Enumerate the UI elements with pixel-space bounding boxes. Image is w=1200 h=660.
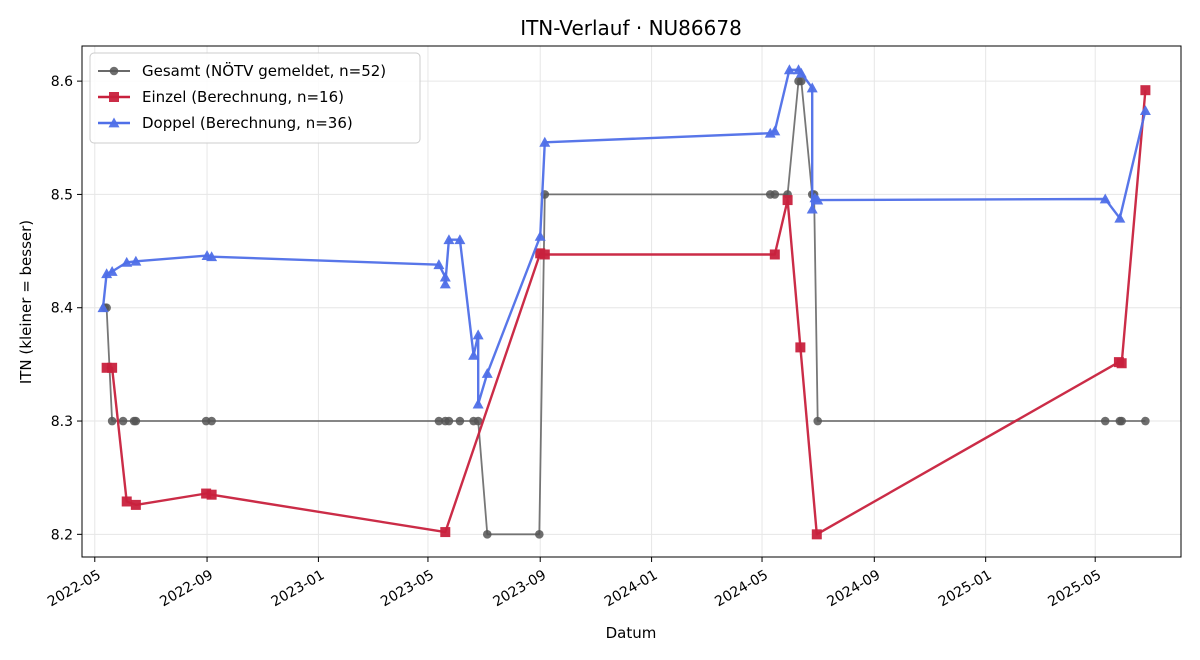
data-point — [813, 416, 823, 426]
legend-marker — [109, 92, 119, 102]
y-tick-label: 8.6 — [51, 74, 73, 90]
data-point — [455, 416, 465, 426]
series-layer — [97, 64, 1151, 540]
data-point — [468, 349, 480, 360]
x-tick-label: 2023-05 — [378, 567, 437, 610]
data-point — [443, 234, 455, 245]
data-point — [534, 230, 546, 241]
data-point — [812, 194, 824, 205]
data-point — [782, 195, 793, 206]
legend: Gesamt (NÖTV gemeldet, n=52) Einzel (Bere… — [89, 52, 421, 144]
data-point — [482, 530, 492, 539]
series-gesamt — [100, 76, 1150, 539]
y-tick-label: 8.3 — [51, 414, 73, 430]
series-doppel — [97, 64, 1151, 409]
data-point — [444, 416, 454, 426]
data-point — [107, 362, 118, 373]
legend-label: Gesamt (NÖTV gemeldet, n=52) — [142, 61, 386, 80]
x-tick-label: 2024-05 — [712, 567, 771, 610]
data-point — [130, 499, 141, 510]
legend-box — [89, 52, 421, 144]
data-point — [806, 82, 818, 93]
data-point — [130, 255, 142, 266]
data-point — [434, 416, 444, 426]
legend-marker — [108, 117, 120, 128]
y-axis: 8.2 8.3 8.4 8.5 8.6 — [51, 74, 82, 543]
data-point — [539, 136, 551, 147]
data-point — [1099, 193, 1111, 204]
data-point — [481, 367, 493, 378]
y-tick-label: 8.4 — [51, 301, 73, 317]
x-tick-label: 2025-01 — [936, 567, 995, 610]
data-point — [106, 265, 118, 276]
data-point — [121, 256, 133, 267]
data-point — [769, 249, 780, 260]
data-point — [472, 329, 484, 340]
data-point — [770, 190, 780, 199]
data-point — [118, 416, 128, 426]
data-point — [535, 530, 544, 539]
data-point — [1117, 416, 1126, 426]
data-point — [440, 527, 451, 538]
chart-title: ITN-Verlauf · NU86678 — [520, 16, 742, 40]
data-point — [783, 64, 795, 75]
data-point — [206, 251, 218, 262]
data-point — [1100, 416, 1110, 426]
x-tick-label: 2022-09 — [157, 567, 216, 610]
data-point — [1139, 105, 1151, 115]
data-point — [433, 259, 445, 270]
data-point — [121, 496, 132, 507]
series-line — [106, 90, 1147, 536]
data-point — [796, 76, 806, 86]
data-point — [539, 249, 550, 260]
x-tick-label: 2025-05 — [1045, 567, 1104, 610]
x-tick-label: 2022-05 — [45, 567, 104, 610]
data-point — [101, 362, 112, 373]
x-tick-label: 2023-09 — [490, 567, 549, 610]
data-point — [439, 278, 451, 289]
data-point — [1116, 358, 1127, 369]
legend-item-gesamt: Gesamt (NÖTV gemeldet, n=52) — [98, 61, 386, 80]
x-axis: 2022-05 2022-09 2023-01 2023-05 2023-09 2024-… — [45, 557, 1104, 610]
legend-label: Einzel (Berechnung, n=16) — [142, 88, 344, 106]
data-point — [795, 67, 807, 78]
y-axis-label: ITN (kleiner = besser) — [17, 220, 35, 384]
data-point — [107, 416, 117, 426]
data-point — [1141, 416, 1150, 426]
x-tick-label: 2024-09 — [825, 567, 884, 610]
data-point — [439, 271, 451, 282]
data-point — [131, 416, 141, 426]
series-einzel — [101, 85, 1151, 540]
data-point — [1140, 85, 1151, 96]
data-point — [454, 234, 466, 245]
legend-item-doppel: Doppel (Berechnung, n=36) — [98, 114, 353, 132]
plot-frame — [81, 45, 1182, 558]
data-point — [207, 416, 216, 426]
data-point — [473, 416, 483, 426]
data-point — [472, 398, 484, 409]
y-tick-label: 8.2 — [51, 527, 73, 543]
data-point — [206, 489, 217, 500]
x-axis-label: Datum — [606, 624, 657, 642]
data-point — [769, 125, 781, 136]
x-tick-label: 2024-01 — [602, 567, 661, 610]
data-point — [201, 488, 212, 499]
legend-marker — [109, 66, 119, 76]
legend-item-einzel: Einzel (Berechnung, n=16) — [98, 88, 344, 106]
y-tick-label: 8.5 — [51, 187, 73, 203]
data-point — [1114, 212, 1126, 223]
data-point — [811, 529, 822, 540]
data-point — [97, 302, 109, 313]
legend-label: Doppel (Berechnung, n=36) — [142, 114, 353, 132]
data-point — [795, 342, 806, 353]
data-point — [806, 203, 818, 214]
x-tick-label: 2023-01 — [269, 567, 328, 610]
